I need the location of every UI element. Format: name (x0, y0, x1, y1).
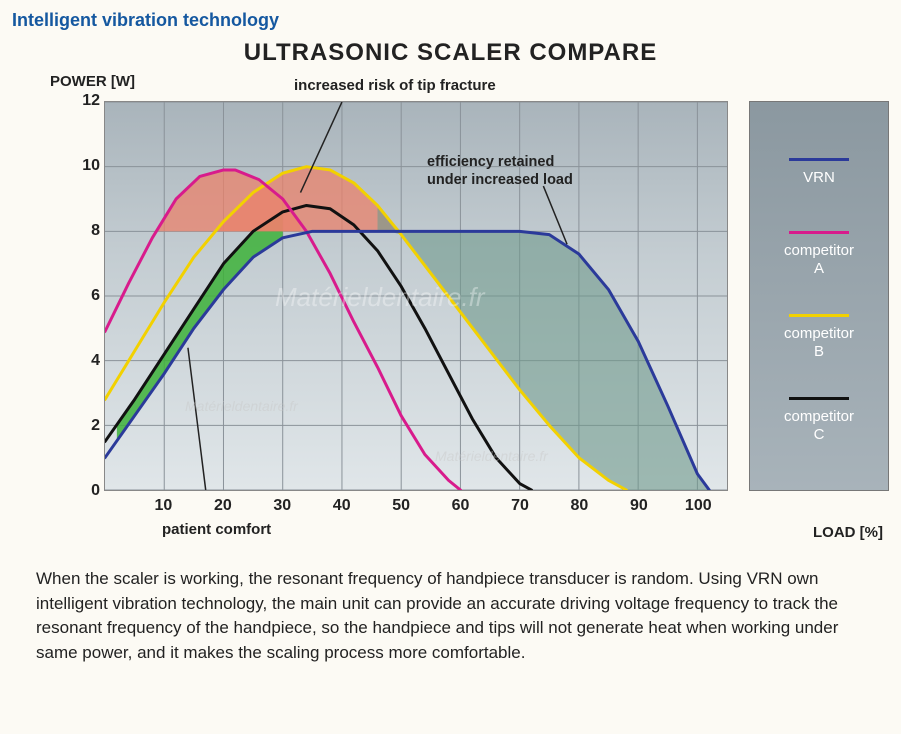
legend-swatch (789, 314, 849, 317)
plot-area: efficiency retained under increased load… (104, 101, 728, 491)
legend-label: VRN (803, 169, 835, 186)
legend-swatch (789, 231, 849, 234)
region-fills (117, 167, 709, 490)
legend-label: competitorB (784, 325, 854, 361)
description-text: When the scaler is working, the resonant… (12, 567, 889, 666)
page-heading: Intelligent vibration technology (12, 10, 889, 31)
legend-swatch (789, 158, 849, 161)
legend: VRN competitorA competitorB competitorC (749, 101, 889, 491)
legend-item-vrn: VRN (750, 130, 888, 213)
chart-container: POWER [W] increased risk of tip fracture… (12, 73, 889, 553)
legend-label: competitorA (784, 242, 854, 278)
legend-item-compA: competitorA (750, 213, 888, 296)
x-axis-label: LOAD [%] (813, 524, 883, 541)
legend-label: competitorC (784, 408, 854, 444)
annotation-tip-fracture: increased risk of tip fracture (294, 77, 496, 94)
legend-item-compB: competitorB (750, 296, 888, 379)
legend-item-compC: competitorC (750, 379, 888, 462)
annotation-patient-comfort: patient comfort (162, 521, 271, 538)
annotation-efficiency-l1: efficiency retained (427, 154, 554, 170)
annotation-efficiency-l2: under increased load (427, 172, 573, 188)
y-axis-label: POWER [W] (50, 73, 135, 90)
chart-title: ULTRASONIC SCALER COMPARE (12, 39, 889, 67)
plot-svg (105, 102, 727, 490)
legend-swatch (789, 397, 849, 400)
